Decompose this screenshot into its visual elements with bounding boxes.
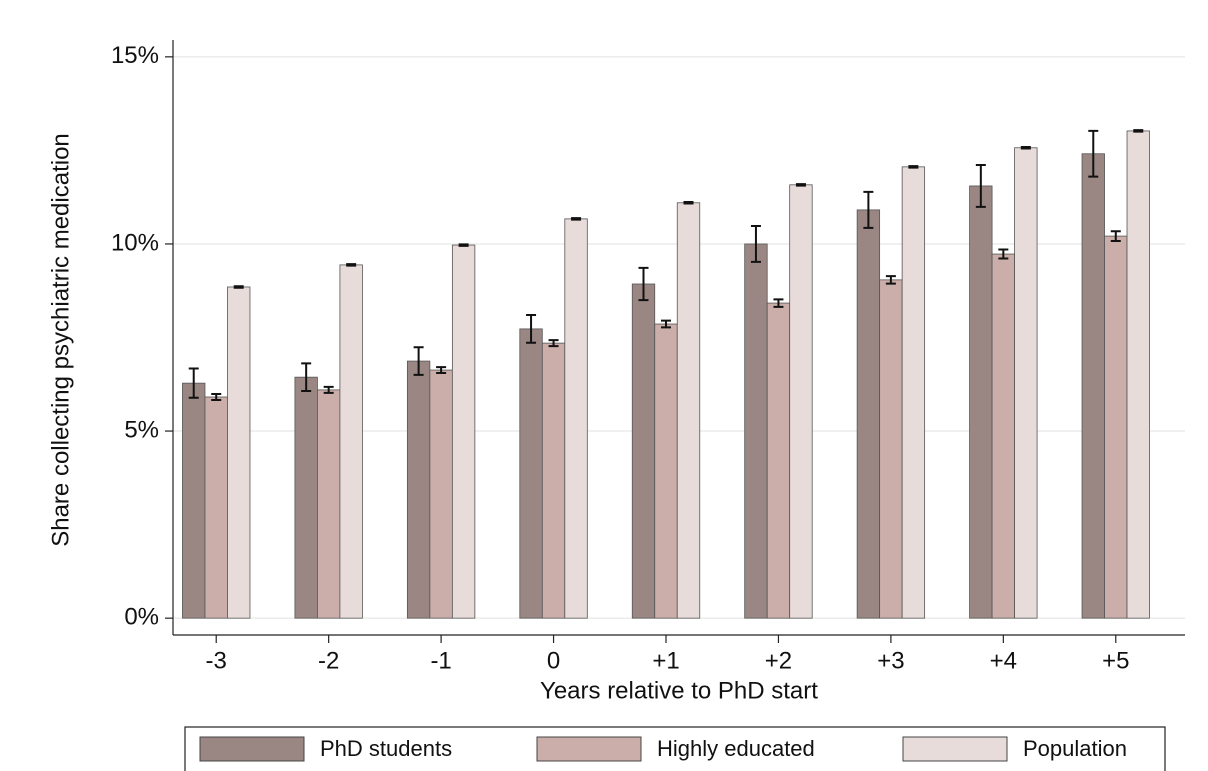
x-tick-label: +4 <box>990 647 1017 674</box>
legend-swatch <box>902 736 1008 762</box>
bar <box>294 376 318 619</box>
bar <box>789 184 813 619</box>
error-bar <box>1110 230 1121 242</box>
error-bar <box>908 165 919 169</box>
x-tick-label: +3 <box>877 647 904 674</box>
bar <box>1014 147 1038 619</box>
error-bar <box>323 385 334 394</box>
legend-label: Highly educated <box>657 736 815 761</box>
bar <box>676 202 701 619</box>
error-bar <box>571 217 582 221</box>
bar <box>654 323 678 619</box>
bar <box>991 253 1015 619</box>
x-tick-label: 0 <box>547 647 560 674</box>
bar <box>766 302 791 619</box>
bar <box>901 166 926 619</box>
error-bar <box>233 285 244 289</box>
y-tick-label: 15% <box>111 42 159 69</box>
error-bar <box>1088 129 1099 178</box>
bar <box>879 279 903 619</box>
error-bar <box>436 366 447 375</box>
error-bar <box>638 266 649 302</box>
error-bar <box>346 263 357 267</box>
error-bar <box>795 183 806 187</box>
x-tick-label: +5 <box>1102 647 1129 674</box>
error-bar <box>526 314 537 344</box>
bar <box>451 244 476 619</box>
error-bar <box>975 163 986 208</box>
legend-label: Population <box>1023 736 1127 761</box>
bar <box>227 286 251 619</box>
y-tick-label: 10% <box>111 229 159 256</box>
bar <box>564 218 588 619</box>
bar <box>339 264 363 619</box>
error-bar <box>885 275 896 285</box>
x-tick-label: +1 <box>652 647 679 674</box>
x-tick-label: -3 <box>206 647 227 674</box>
error-bar <box>1020 146 1031 150</box>
x-axis-label: Years relative to PhD start <box>540 677 818 704</box>
error-bar <box>1133 129 1144 133</box>
y-tick-label: 0% <box>124 604 159 631</box>
bar <box>744 243 768 619</box>
bar <box>429 369 453 619</box>
y-tick-label: 5% <box>124 416 159 443</box>
bar <box>856 209 881 619</box>
error-bar <box>863 190 874 229</box>
x-tick-label: -2 <box>318 647 339 674</box>
bar <box>541 342 566 619</box>
error-bar <box>211 393 222 401</box>
bar <box>406 360 431 619</box>
bar <box>1081 153 1105 619</box>
error-bar <box>188 367 199 399</box>
bar <box>969 185 993 619</box>
error-bar <box>773 298 784 308</box>
y-axis-label: Share collecting psychiatric medication <box>47 133 74 547</box>
bar <box>631 283 656 619</box>
error-bar <box>301 362 312 393</box>
error-bar <box>683 201 694 205</box>
legend-swatch <box>199 736 305 762</box>
error-bar <box>750 224 761 263</box>
bar <box>1104 235 1128 619</box>
error-bar <box>548 339 559 348</box>
bar <box>1126 130 1150 619</box>
legend-label: PhD students <box>320 736 452 761</box>
bar <box>204 396 228 619</box>
error-bar <box>458 243 469 247</box>
x-tick-label: -1 <box>430 647 451 674</box>
error-bar <box>413 346 424 376</box>
bar <box>519 328 543 619</box>
legend-swatch <box>536 736 642 762</box>
x-tick-label: +2 <box>765 647 792 674</box>
bar <box>182 382 206 619</box>
bar <box>317 389 341 619</box>
error-bar <box>661 319 671 329</box>
error-bar <box>998 248 1009 260</box>
